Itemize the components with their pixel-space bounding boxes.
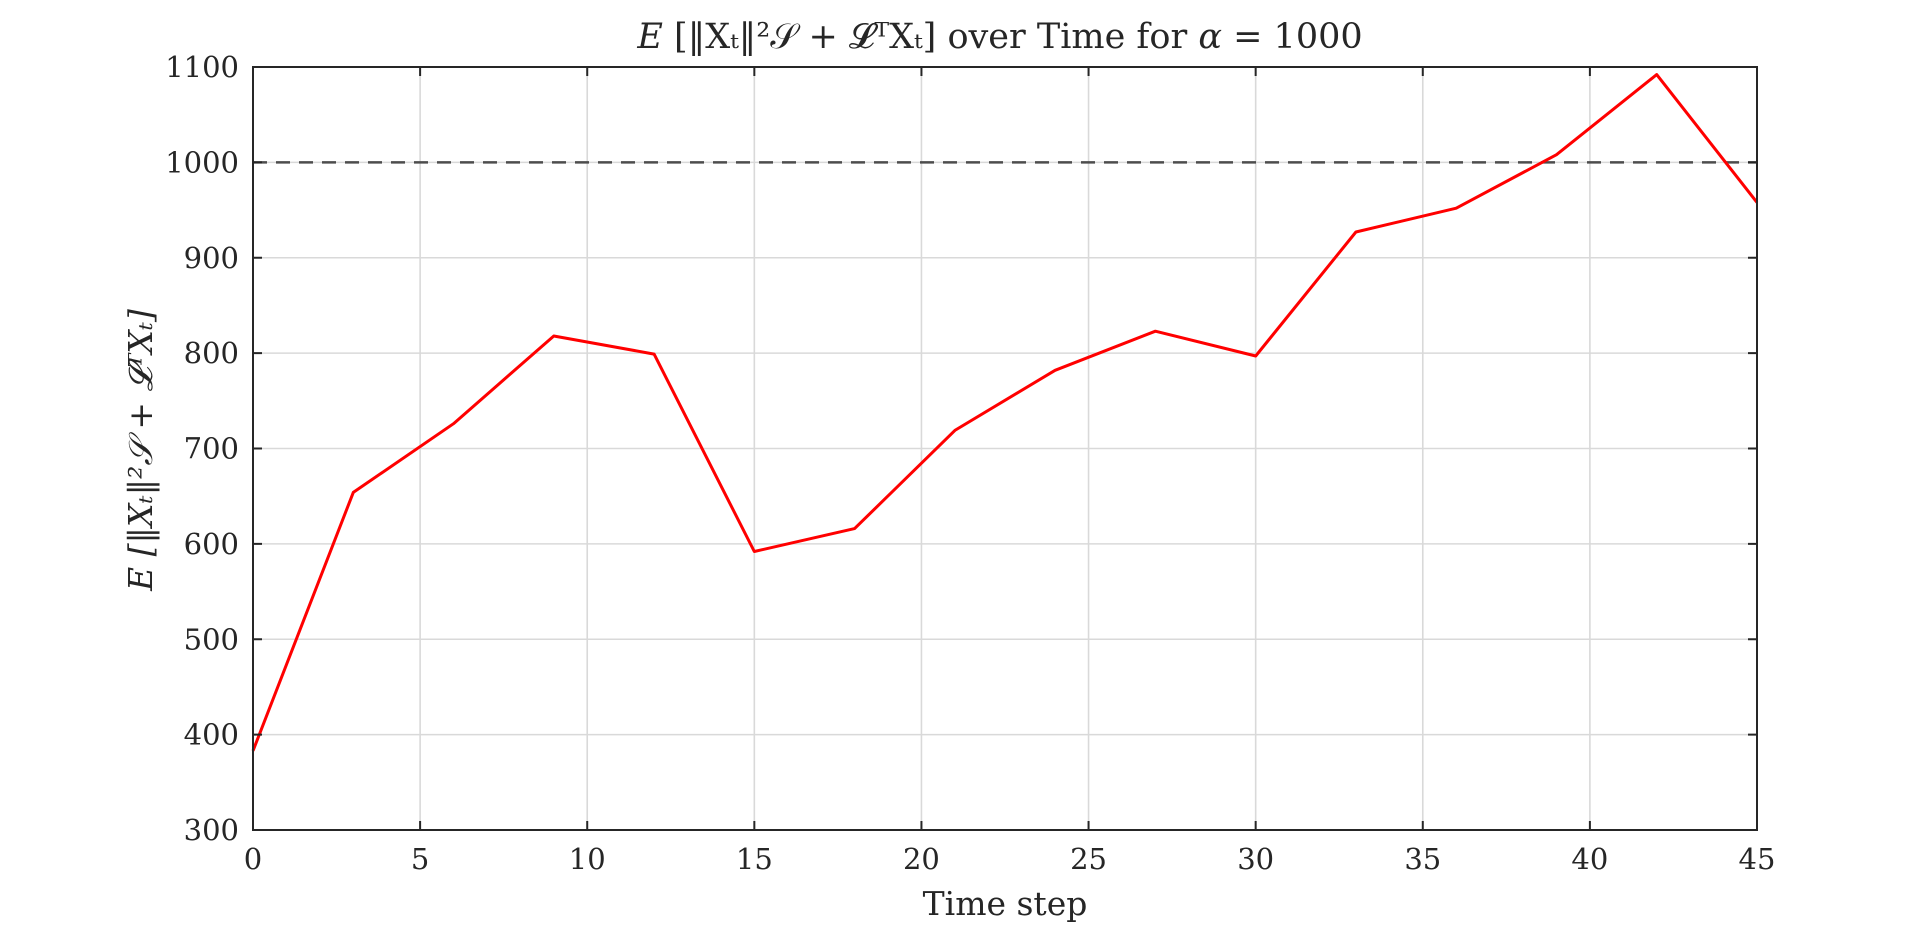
x-tick-label: 45	[1739, 842, 1776, 876]
chart-title-equals: = 1000	[1233, 17, 1363, 57]
axis-ticks: 0 5 10 15 20 25 30 35 40 45 300 400 500 600 700 800 900 1…	[165, 50, 1775, 876]
y-tick-label: 600	[184, 527, 239, 561]
x-tick-label: 35	[1404, 842, 1441, 876]
chart-title-alpha: α	[1198, 17, 1222, 57]
y-tick-label: 400	[184, 718, 239, 752]
y-tick-label: 900	[184, 241, 239, 275]
chart-title-lead: E	[636, 17, 663, 57]
y-tick-label: 500	[184, 622, 239, 656]
x-tick-label: 40	[1571, 842, 1608, 876]
x-axis-title: Time step	[923, 884, 1088, 923]
x-tick-label: 15	[736, 842, 773, 876]
series-line	[251, 73, 1759, 752]
x-tick-label: 5	[411, 842, 429, 876]
y-tick-label: 700	[184, 432, 239, 466]
y-tick-label: 1100	[165, 50, 239, 84]
y-tick-label: 800	[184, 336, 239, 370]
y-axis-title: E [‖Xₜ‖²𝒮 + 𝓛ᵀXₜ]	[121, 309, 160, 592]
chart-title-expr: [‖Xₜ‖²𝒮 + 𝓛ᵀXₜ]	[674, 17, 936, 57]
x-tick-label: 20	[903, 842, 940, 876]
x-tick-label: 25	[1070, 842, 1107, 876]
x-tick-label: 10	[569, 842, 606, 876]
y-tick-label: 300	[184, 813, 239, 847]
grid-lines	[252, 66, 1758, 831]
x-tick-label: 30	[1237, 842, 1274, 876]
x-tick-label: 0	[244, 842, 262, 876]
y-tick-label: 1000	[165, 145, 239, 179]
chart-title: E [‖Xₜ‖²𝒮 + 𝓛ᵀXₜ] over Time for α = 1000	[636, 17, 1362, 57]
chart-title-tail: over Time for	[947, 17, 1187, 57]
